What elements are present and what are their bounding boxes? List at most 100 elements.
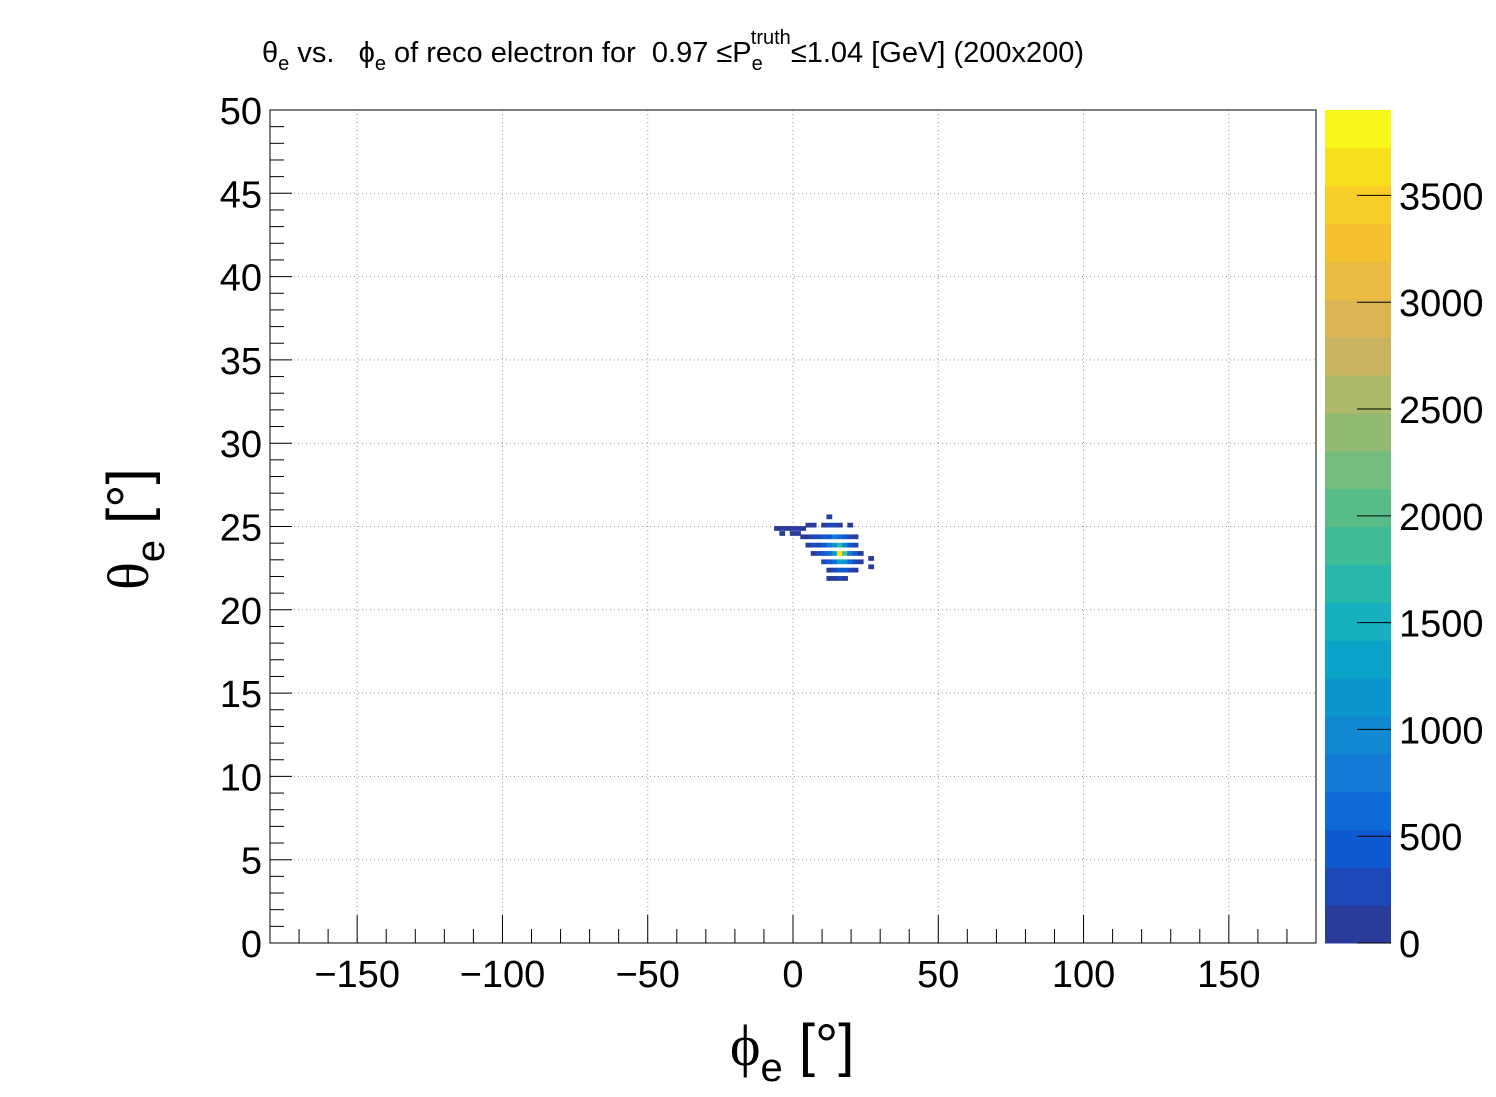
heatmap-cell: [831, 559, 838, 565]
y-tick-label: 20: [220, 591, 262, 633]
y-axis-unit: [°]: [96, 468, 161, 540]
heatmap-cell: [868, 564, 875, 570]
heatmap-cell: [831, 522, 838, 528]
x-tick-label: −100: [460, 954, 546, 996]
color-bar-segment: [1325, 223, 1391, 262]
y-tick-label: 0: [241, 924, 262, 966]
heatmap-cell: [826, 542, 833, 548]
heatmap-cell: [821, 534, 828, 540]
color-bar-segment: [1325, 526, 1391, 565]
heatmap-cell: [836, 559, 843, 565]
title-p-sub: e: [752, 53, 763, 75]
heatmap-cell: [795, 526, 801, 531]
heatmap-cell: [815, 534, 822, 540]
heatmap-cell: [831, 534, 838, 540]
heatmap-cell: [852, 542, 859, 548]
heatmap-cell: [810, 551, 817, 556]
heatmap-cell: [852, 567, 859, 573]
heatmap-cell: [810, 522, 817, 528]
heatmap-cell: [800, 526, 807, 531]
heatmap-cell: [831, 542, 838, 548]
heatmap-cell: [826, 551, 833, 556]
heatmap-cell: [789, 531, 796, 536]
heatmap-cell: [826, 576, 833, 581]
x-tick-label: −150: [314, 954, 400, 996]
y-tick-label: 25: [220, 508, 262, 550]
color-bar-label: 2000: [1399, 497, 1484, 539]
heatmap-cell: [842, 576, 848, 581]
color-bar-segment: [1325, 602, 1391, 641]
heatmap-cell: [852, 551, 859, 556]
color-bar-segment: [1325, 147, 1391, 187]
y-tick-label: 50: [220, 91, 262, 133]
heatmap-cell: [821, 522, 828, 528]
title-tail: ≤1.04 [GeV] (200x200): [791, 37, 1084, 69]
heatmap-cell: [836, 576, 843, 581]
color-bar-segment: [1325, 753, 1391, 793]
heatmap-cell: [847, 559, 854, 565]
x-tick-label: 50: [917, 954, 959, 996]
heatmap-cell: [842, 551, 848, 556]
heatmap-cell: [821, 551, 828, 556]
heatmap-cell: [795, 531, 801, 536]
heatmap-cell: [831, 576, 838, 581]
color-bar-segment: [1325, 867, 1391, 906]
y-tick-label: 45: [220, 174, 262, 216]
heatmap-cell: [852, 559, 859, 565]
title-theta-sub: e: [278, 53, 289, 75]
color-bar-labels: 0 500 1000 1500 2000 2500 3000 3500: [1399, 176, 1484, 966]
y-tick-label: 5: [241, 841, 262, 883]
heatmap-cell: [842, 559, 848, 565]
title-phi: ϕ: [359, 37, 375, 69]
color-bar-label: 3000: [1399, 283, 1484, 325]
heatmap-cell: [800, 534, 807, 540]
axis-tick-labels: −150 −100 −50 0 50 100 150 0 5 10 15 20 25 30 35 40 45 50: [220, 91, 1261, 996]
heatmap-cell: [821, 559, 828, 565]
x-axis-title: ϕe [°]: [730, 1013, 854, 1090]
x-tick-label: 100: [1052, 954, 1115, 996]
y-tick-label: 40: [220, 258, 262, 300]
heatmap-cell: [847, 551, 854, 556]
heatmap-cell: [826, 534, 833, 540]
color-bar-segment: [1325, 829, 1391, 868]
heatmap-cell: [779, 526, 786, 531]
heatmap-cell: [789, 526, 796, 531]
heatmap-cell: [836, 522, 843, 528]
heatmap-cell: [779, 531, 786, 536]
heatmap-cell: [815, 551, 822, 556]
x-tick-label: −50: [615, 954, 679, 996]
heatmap-cell: [836, 542, 843, 548]
x-tick-label: 0: [782, 954, 803, 996]
y-tick-label: 30: [220, 424, 262, 466]
heatmap-cell: [810, 542, 817, 548]
heatmap-cell: [842, 534, 848, 540]
heatmap-cell: [847, 542, 854, 548]
heatmap-cell: [868, 556, 875, 561]
heatmap-cell: [810, 534, 817, 540]
heatmap-cell: [852, 534, 859, 540]
color-bar-label: 2500: [1399, 390, 1484, 432]
heatmap-cell: [826, 559, 833, 565]
color-bar: [1325, 110, 1391, 944]
color-bar-segment: [1325, 110, 1391, 149]
y-tick-label: 10: [220, 757, 262, 799]
title-phi-sub: e: [375, 53, 386, 75]
heatmap-cell: [831, 551, 838, 556]
color-bar-label: 0: [1399, 924, 1420, 966]
color-bar-segment: [1325, 185, 1391, 225]
heatmap-cell: [815, 542, 822, 548]
color-bar-segment: [1325, 299, 1391, 338]
y-tick-label: 35: [220, 341, 262, 383]
x-axis-symbol: ϕ: [730, 1013, 761, 1078]
color-bar-segment: [1325, 677, 1391, 717]
color-bar-segment: [1325, 261, 1391, 300]
axis-ticks: [270, 109, 1288, 944]
heatmap-cell: [847, 534, 854, 540]
heatmap-cell: [836, 534, 843, 540]
title-vs: vs.: [289, 37, 358, 69]
heatmap-cell: [805, 542, 812, 548]
color-bar-segment: [1325, 337, 1391, 376]
heatmap-cell: [842, 542, 848, 548]
color-bar-segment: [1325, 412, 1391, 452]
